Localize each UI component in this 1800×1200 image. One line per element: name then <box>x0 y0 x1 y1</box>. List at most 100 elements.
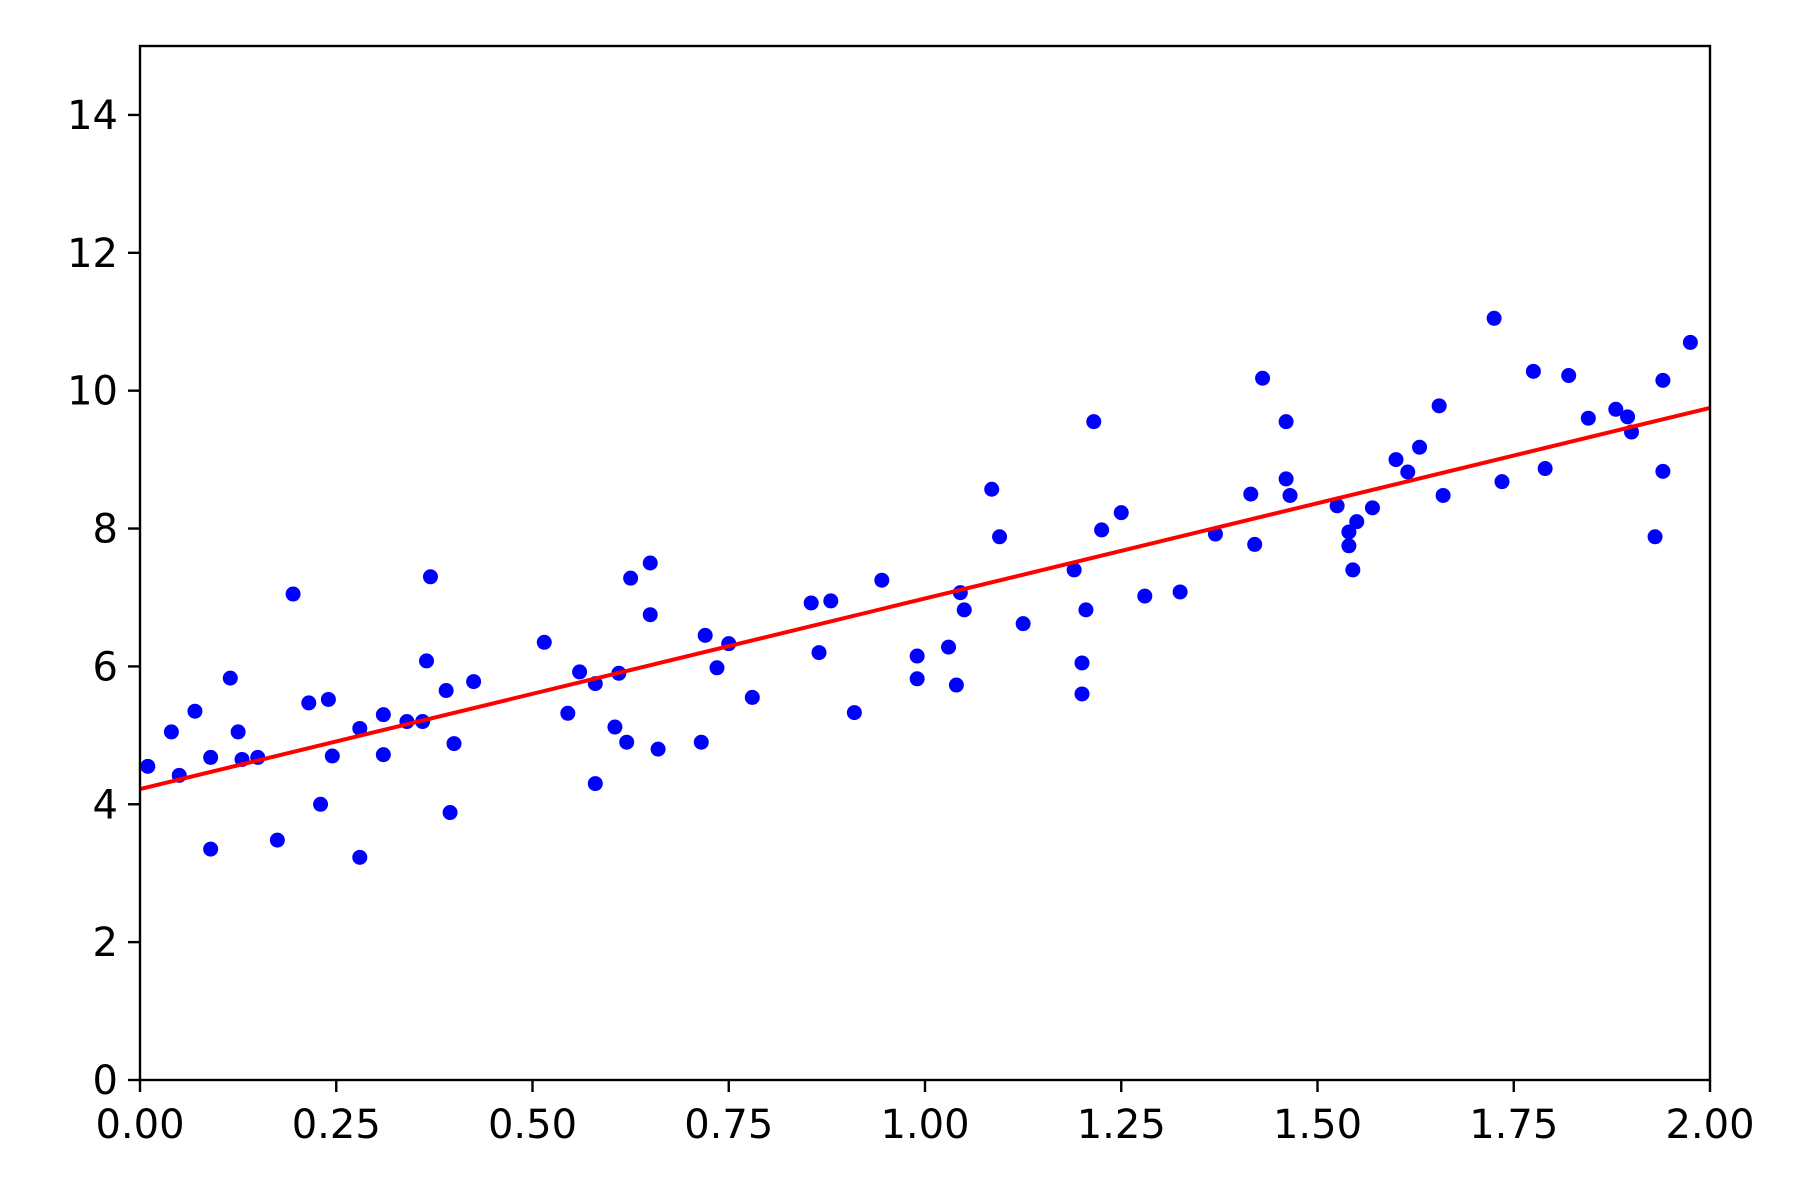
x-tick-label: 0.25 <box>292 1102 381 1148</box>
data-point <box>285 586 301 602</box>
data-point <box>709 660 725 676</box>
data-point <box>909 671 925 687</box>
data-point <box>1647 529 1663 545</box>
data-point <box>536 634 552 650</box>
data-point <box>803 595 819 611</box>
data-point <box>1015 616 1031 632</box>
data-point <box>1341 538 1357 554</box>
x-tick-label: 0.00 <box>95 1102 184 1148</box>
fit-line <box>139 405 1711 792</box>
data-point <box>1682 334 1698 350</box>
data-point <box>909 648 925 664</box>
y-axis-ticks: 0 2 4 6 8 10 12 14 <box>67 93 140 1104</box>
data-point <box>1525 363 1541 379</box>
data-point <box>1074 686 1090 702</box>
data-point <box>693 734 709 750</box>
data-point <box>203 749 219 765</box>
x-axis-ticks: 0.00 0.25 0.50 0.75 1.00 1.25 1.50 1.75 2.00 <box>95 1080 1755 1148</box>
data-point <box>442 805 458 821</box>
data-point <box>1388 452 1404 468</box>
data-point <box>811 645 827 661</box>
data-point <box>324 748 340 764</box>
y-tick-label: 8 <box>93 507 118 553</box>
x-tick-label: 1.00 <box>880 1102 969 1148</box>
data-point <box>1094 522 1110 538</box>
data-point <box>874 572 890 588</box>
data-point <box>1608 401 1624 417</box>
data-point <box>1247 536 1263 552</box>
data-point <box>352 720 368 736</box>
data-point <box>572 664 588 680</box>
data-point <box>992 529 1008 545</box>
data-point <box>375 747 391 763</box>
data-point <box>642 607 658 623</box>
data-point <box>1078 602 1094 618</box>
data-point <box>222 670 238 686</box>
data-point <box>1341 524 1357 540</box>
data-point <box>984 481 1000 497</box>
data-point <box>375 707 391 723</box>
x-tick-label: 1.75 <box>1469 1102 1558 1148</box>
data-point <box>163 724 179 740</box>
data-point <box>419 653 435 669</box>
data-point <box>587 776 603 792</box>
data-point <box>1172 584 1188 600</box>
data-point <box>422 569 438 585</box>
y-tick-label: 6 <box>93 644 118 690</box>
data-point <box>1278 471 1294 487</box>
y-tick-label: 4 <box>93 782 118 828</box>
data-point <box>1431 398 1447 414</box>
plot-background <box>140 46 1710 1080</box>
x-tick-label: 0.50 <box>488 1102 577 1148</box>
data-point <box>1349 514 1365 530</box>
data-point <box>956 602 972 618</box>
data-point <box>744 689 760 705</box>
data-point <box>230 724 246 740</box>
x-tick-label: 0.75 <box>684 1102 773 1148</box>
x-tick-label: 1.50 <box>1273 1102 1362 1148</box>
data-point <box>1486 310 1502 326</box>
data-point <box>1435 487 1451 503</box>
data-point <box>941 639 957 655</box>
data-point <box>1113 505 1129 521</box>
data-point <box>438 683 454 699</box>
data-point <box>846 705 862 721</box>
data-point <box>1400 464 1416 480</box>
data-point <box>1137 588 1153 604</box>
data-point <box>607 719 623 735</box>
data-point <box>1329 498 1345 514</box>
data-point <box>650 741 666 757</box>
data-point <box>948 677 964 693</box>
data-point <box>1345 562 1361 578</box>
data-point <box>1074 655 1090 671</box>
data-point <box>823 593 839 609</box>
data-point <box>1066 562 1082 578</box>
data-point <box>1282 487 1298 503</box>
data-point <box>313 796 329 812</box>
data-point <box>352 849 368 865</box>
data-point <box>1412 439 1428 455</box>
fit-line-group <box>139 405 1711 792</box>
data-point <box>301 695 317 711</box>
data-point <box>560 705 576 721</box>
y-tick-label: 14 <box>67 93 118 139</box>
data-point <box>697 627 713 643</box>
y-tick-label: 12 <box>67 231 118 277</box>
data-point <box>1364 500 1380 516</box>
data-point <box>187 703 203 719</box>
data-point <box>320 691 336 707</box>
data-point <box>446 736 462 752</box>
y-tick-label: 10 <box>67 369 118 415</box>
data-point <box>1255 370 1271 386</box>
data-point <box>466 674 482 690</box>
data-point <box>1537 461 1553 477</box>
data-point <box>269 832 285 848</box>
data-point <box>1655 463 1671 479</box>
data-point <box>1494 474 1510 490</box>
y-tick-label: 0 <box>93 1058 118 1104</box>
data-point <box>1655 372 1671 388</box>
x-tick-label: 2.00 <box>1665 1102 1754 1148</box>
x-tick-label: 1.25 <box>1077 1102 1166 1148</box>
y-tick-label: 2 <box>93 920 118 966</box>
